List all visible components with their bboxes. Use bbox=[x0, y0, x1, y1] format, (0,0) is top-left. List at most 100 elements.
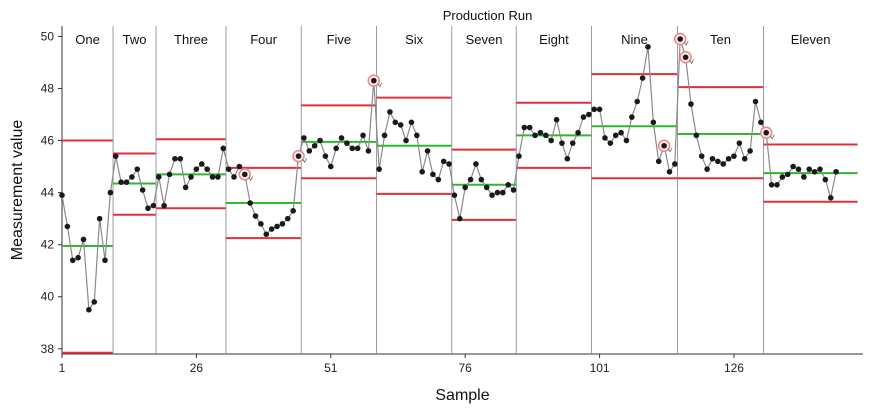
chart-title: Production Run bbox=[443, 8, 533, 23]
data-point bbox=[59, 192, 65, 199]
data-point bbox=[758, 119, 764, 126]
data-point bbox=[263, 231, 270, 238]
data-point bbox=[543, 132, 549, 139]
data-point bbox=[215, 174, 221, 180]
data-point bbox=[634, 98, 641, 105]
y-tick-label: 42 bbox=[41, 238, 55, 252]
data-point bbox=[370, 77, 377, 84]
data-point bbox=[64, 223, 71, 230]
data-point bbox=[290, 208, 296, 214]
data-point bbox=[430, 171, 436, 178]
flag-tick-mark bbox=[683, 40, 689, 46]
data-point bbox=[365, 148, 372, 154]
data-point bbox=[698, 153, 705, 159]
data-point bbox=[424, 148, 431, 154]
phase-label-four: Four bbox=[250, 32, 277, 47]
data-point bbox=[446, 161, 452, 167]
data-point bbox=[580, 114, 587, 120]
data-point bbox=[220, 145, 227, 152]
x-axis-title: Sample bbox=[435, 387, 489, 404]
data-point bbox=[489, 192, 495, 199]
data-point bbox=[360, 132, 366, 139]
flag-tick-mark bbox=[302, 157, 307, 163]
data-point bbox=[688, 101, 694, 107]
data-point bbox=[677, 36, 684, 42]
data-point bbox=[790, 163, 796, 170]
phase-label-ten: Ten bbox=[710, 32, 731, 47]
data-point bbox=[500, 189, 506, 196]
data-point bbox=[731, 153, 737, 159]
data-point bbox=[80, 236, 87, 243]
data-point bbox=[795, 166, 802, 172]
data-point bbox=[408, 119, 415, 126]
data-point bbox=[247, 200, 253, 206]
phase-label-one: One bbox=[75, 32, 100, 47]
data-point bbox=[607, 140, 614, 146]
data-point bbox=[225, 166, 232, 172]
data-point bbox=[327, 163, 334, 170]
data-point bbox=[505, 181, 511, 188]
phase-label-six: Six bbox=[405, 32, 424, 47]
data-point bbox=[602, 135, 608, 141]
data-point bbox=[258, 221, 264, 227]
data-point bbox=[817, 166, 823, 172]
data-point bbox=[457, 215, 463, 222]
data-point bbox=[150, 202, 157, 209]
data-point bbox=[333, 145, 339, 152]
y-tick-label: 44 bbox=[41, 186, 55, 200]
data-point bbox=[414, 132, 420, 139]
phase-label-eight: Eight bbox=[539, 32, 569, 47]
y-tick-label: 46 bbox=[41, 134, 55, 148]
data-point bbox=[623, 137, 630, 144]
data-point bbox=[822, 176, 829, 183]
data-point bbox=[478, 176, 485, 183]
data-point bbox=[134, 166, 141, 172]
data-point bbox=[96, 215, 103, 222]
data-point bbox=[161, 202, 167, 209]
data-point bbox=[672, 161, 678, 167]
data-point bbox=[204, 166, 210, 172]
data-point bbox=[741, 155, 748, 162]
x-tick-label: 51 bbox=[324, 361, 338, 375]
y-tick-label: 50 bbox=[41, 29, 55, 43]
y-axis-title: Measurement value bbox=[9, 120, 26, 261]
data-point bbox=[182, 184, 189, 191]
data-point bbox=[483, 184, 490, 191]
data-point bbox=[166, 171, 173, 178]
data-point bbox=[650, 119, 657, 126]
data-point bbox=[548, 137, 555, 144]
data-point bbox=[666, 168, 673, 175]
data-point bbox=[274, 223, 280, 230]
x-tick-label: 126 bbox=[724, 361, 744, 375]
data-point bbox=[763, 129, 770, 136]
data-point bbox=[403, 137, 409, 144]
data-point bbox=[376, 166, 382, 172]
data-point bbox=[188, 174, 194, 180]
data-point bbox=[139, 187, 146, 193]
phase-label-two: Two bbox=[123, 32, 147, 47]
data-point bbox=[618, 129, 624, 136]
data-point bbox=[736, 140, 743, 146]
data-point bbox=[311, 142, 318, 149]
y-tick-label: 38 bbox=[41, 342, 55, 356]
data-point bbox=[392, 119, 399, 126]
data-point bbox=[833, 168, 839, 175]
data-point bbox=[231, 174, 237, 180]
data-point bbox=[596, 106, 603, 113]
data-point bbox=[107, 189, 114, 196]
data-point bbox=[112, 153, 119, 159]
data-point bbox=[564, 155, 571, 162]
data-point bbox=[86, 306, 92, 313]
phase-label-seven: Seven bbox=[466, 32, 503, 47]
data-point bbox=[349, 145, 356, 152]
data-point bbox=[338, 135, 345, 141]
data-point bbox=[123, 179, 130, 185]
data-point bbox=[801, 174, 807, 180]
data-point bbox=[252, 213, 259, 219]
data-point bbox=[172, 155, 178, 162]
x-tick-label: 26 bbox=[190, 361, 204, 375]
data-point bbox=[440, 158, 447, 165]
data-point bbox=[704, 166, 710, 172]
data-point bbox=[381, 132, 388, 139]
